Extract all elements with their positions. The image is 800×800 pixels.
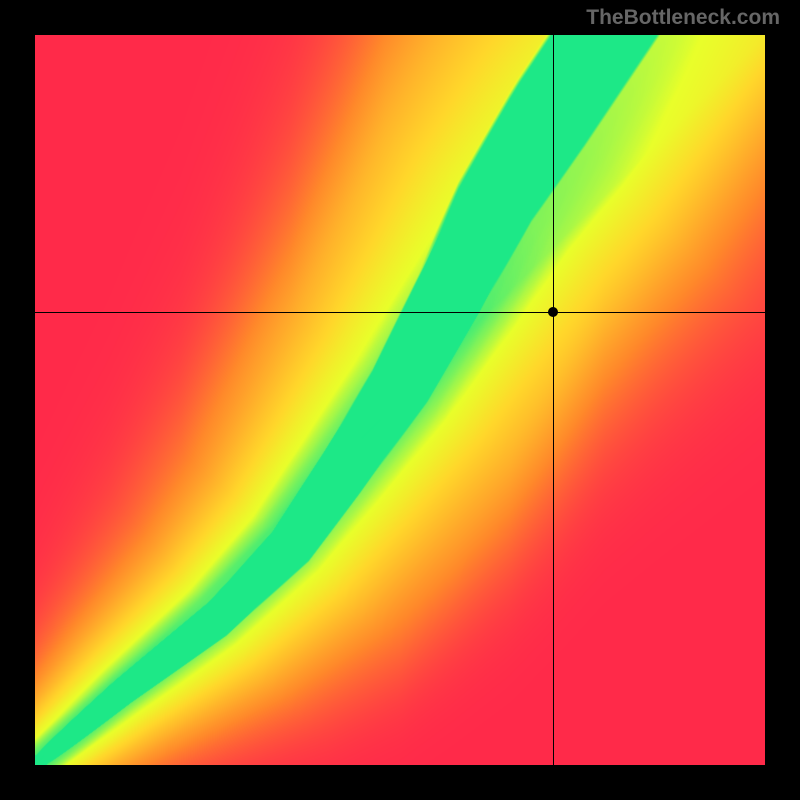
crosshair-vertical	[553, 35, 554, 765]
plot-area	[35, 35, 765, 765]
crosshair-horizontal	[35, 312, 765, 313]
watermark-text: TheBottleneck.com	[586, 6, 780, 30]
heatmap-canvas	[35, 35, 765, 765]
crosshair-marker	[548, 307, 558, 317]
chart-container: TheBottleneck.com	[0, 0, 800, 800]
